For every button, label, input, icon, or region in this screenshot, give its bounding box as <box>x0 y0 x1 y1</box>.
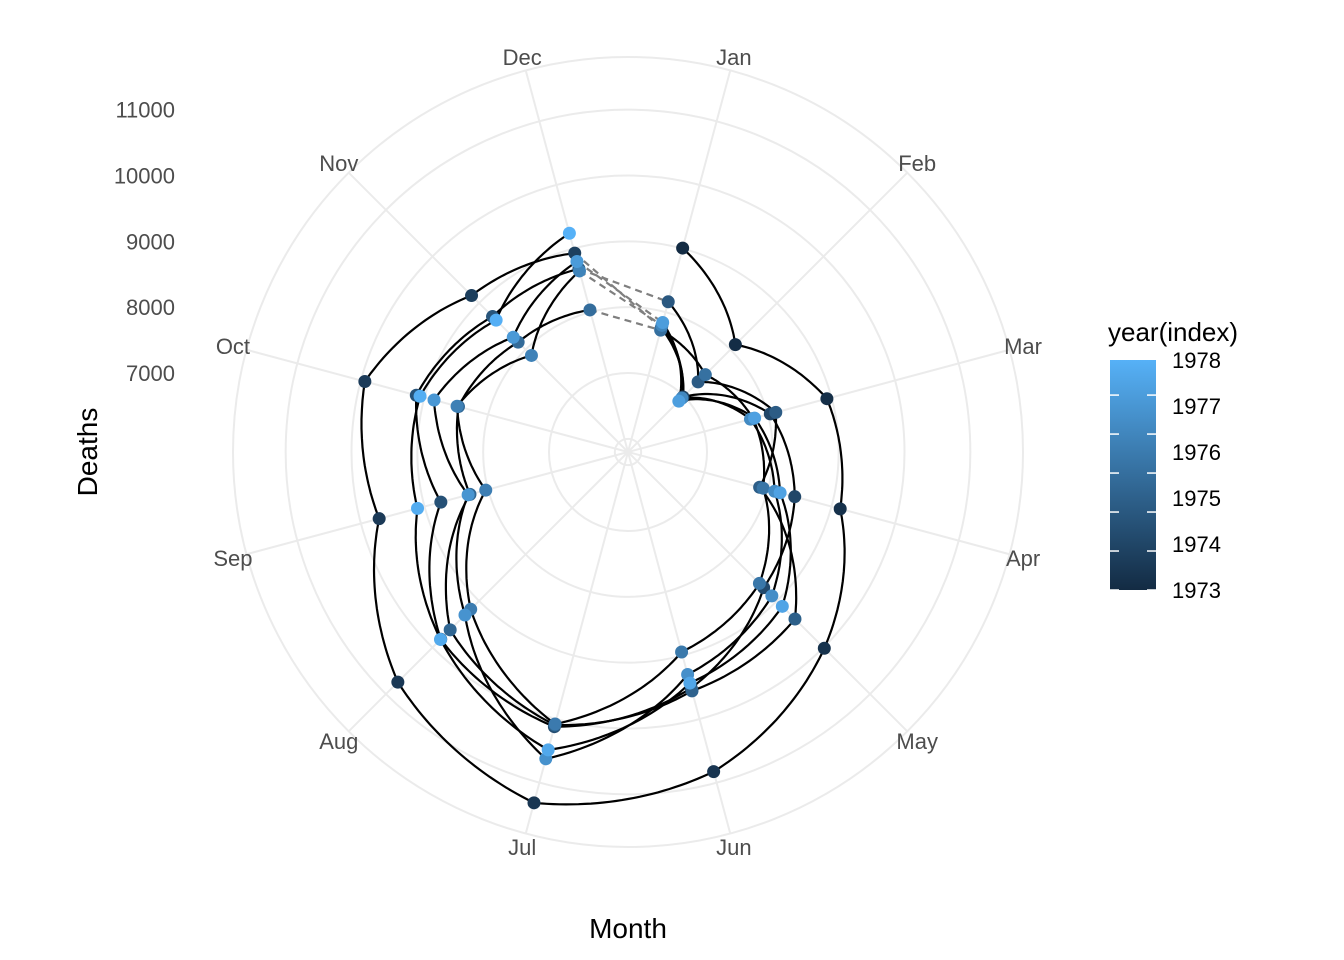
data-point-1978-jan <box>656 316 670 330</box>
grid-ring-10000 <box>350 174 906 730</box>
data-points <box>358 226 847 810</box>
data-point-1976-may <box>752 576 766 590</box>
series-line-1973 <box>360 247 846 806</box>
legend-label-1975: 1975 <box>1172 486 1221 511</box>
year-link-1976 <box>578 270 663 327</box>
grid-spoke-jul <box>524 451 629 834</box>
year-link-1974 <box>578 267 669 303</box>
x-tick-label: Sep <box>213 546 252 571</box>
data-point-1978-may <box>775 599 789 613</box>
x-tick-label: May <box>896 729 938 754</box>
data-point-1975-dec <box>583 303 597 317</box>
data-point-1974-sep <box>434 495 448 509</box>
data-point-1978-nov <box>489 313 503 327</box>
data-point-1978-mar <box>748 411 762 425</box>
series-line-1975 <box>444 301 798 727</box>
data-point-1977-nov <box>506 330 520 344</box>
data-point-1975-may <box>788 612 802 626</box>
x-tick-label: Nov <box>319 151 358 176</box>
legend-label-1977: 1977 <box>1172 394 1221 419</box>
year-link-1977 <box>576 260 664 324</box>
x-tick-label: Oct <box>216 334 250 359</box>
data-point-1976-sep <box>479 483 493 497</box>
year-link-1975 <box>589 308 661 332</box>
x-tick-label: Dec <box>503 45 542 70</box>
data-point-1976-jun <box>675 645 689 659</box>
y-tick-label: 11000 <box>115 98 175 123</box>
data-point-1975-jan <box>661 295 675 309</box>
x-tick-label: Jun <box>716 835 751 860</box>
data-point-1977-oct <box>427 393 441 407</box>
data-point-1978-aug <box>434 632 448 646</box>
grid-spoke-apr <box>627 451 1010 556</box>
data-point-1973-jun <box>707 765 721 779</box>
data-point-1973-aug <box>391 675 405 689</box>
grid-ring-6000 <box>613 437 643 467</box>
data-point-1976-nov <box>524 348 538 362</box>
legend-label-1973: 1973 <box>1172 578 1221 603</box>
legend-label-1978: 1978 <box>1172 348 1221 373</box>
grid-ring-9000 <box>416 240 840 664</box>
x-axis-title: Month <box>589 913 667 944</box>
grid-spoke-mar <box>627 348 1010 453</box>
data-point-1974-apr <box>788 490 802 504</box>
data-point-1978-jul <box>541 743 555 757</box>
data-point-1973-apr <box>833 502 847 516</box>
data-point-1978-dec <box>562 226 576 240</box>
data-point-1977-aug <box>458 608 472 622</box>
y-axis-title: Deaths <box>72 408 103 497</box>
y-tick-label: 9000 <box>126 229 175 254</box>
axis-labels: Jan Feb Mar Apr May Jun Jul Aug Sep Oct Nov Dec 7000… <box>114 45 1042 860</box>
data-point-1977-may <box>765 589 779 603</box>
y-tick-label: 8000 <box>126 295 175 320</box>
y-tick-label: 10000 <box>114 164 175 189</box>
series-lines <box>360 232 846 806</box>
grid-spoke-jan <box>627 70 732 453</box>
data-point-1975-mar <box>769 405 783 419</box>
legend-label-1976: 1976 <box>1172 440 1221 465</box>
data-point-1973-jan <box>676 241 690 255</box>
data-point-1977-sep <box>461 488 475 502</box>
x-tick-label: Apr <box>1006 546 1040 571</box>
legend-label-1974: 1974 <box>1172 532 1221 557</box>
x-tick-label: Aug <box>319 729 358 754</box>
data-point-1978-oct <box>413 389 427 403</box>
legend: year(index) 1978 1977 1976 1975 1974 197… <box>1108 317 1238 603</box>
x-tick-label: Jul <box>508 835 536 860</box>
data-point-1976-oct <box>450 399 464 413</box>
data-point-1978-feb <box>672 394 686 408</box>
legend-ticks <box>1110 394 1156 591</box>
data-point-1976-jul <box>548 717 562 731</box>
series-line-1976 <box>455 270 771 726</box>
data-point-1973-feb <box>728 338 742 352</box>
data-point-1973-nov <box>465 289 479 303</box>
grid-ring-11000 <box>284 108 972 796</box>
grid-ring-outer <box>232 56 1024 848</box>
data-point-1978-apr <box>773 486 787 500</box>
data-point-1973-mar <box>820 392 834 406</box>
x-tick-label: Feb <box>898 151 936 176</box>
data-point-1973-sep <box>372 512 386 526</box>
data-point-1977-dec <box>570 254 584 268</box>
data-point-1975-aug <box>443 623 457 637</box>
data-point-1973-jul <box>527 796 541 810</box>
data-point-1973-oct <box>358 374 372 388</box>
data-point-1973-may <box>817 641 831 655</box>
data-point-1976-feb <box>698 368 712 382</box>
x-tick-label: Jan <box>716 45 751 70</box>
series-line-1978 <box>410 232 792 752</box>
grid-ring-7000 <box>548 372 708 532</box>
data-point-1978-sep <box>411 501 425 515</box>
y-tick-label: 7000 <box>126 361 175 386</box>
x-tick-label: Mar <box>1004 334 1042 359</box>
legend-title: year(index) <box>1108 317 1238 347</box>
data-point-1978-jun <box>683 676 697 690</box>
series-line-1977 <box>432 260 783 761</box>
data-point-1976-apr <box>756 481 770 495</box>
